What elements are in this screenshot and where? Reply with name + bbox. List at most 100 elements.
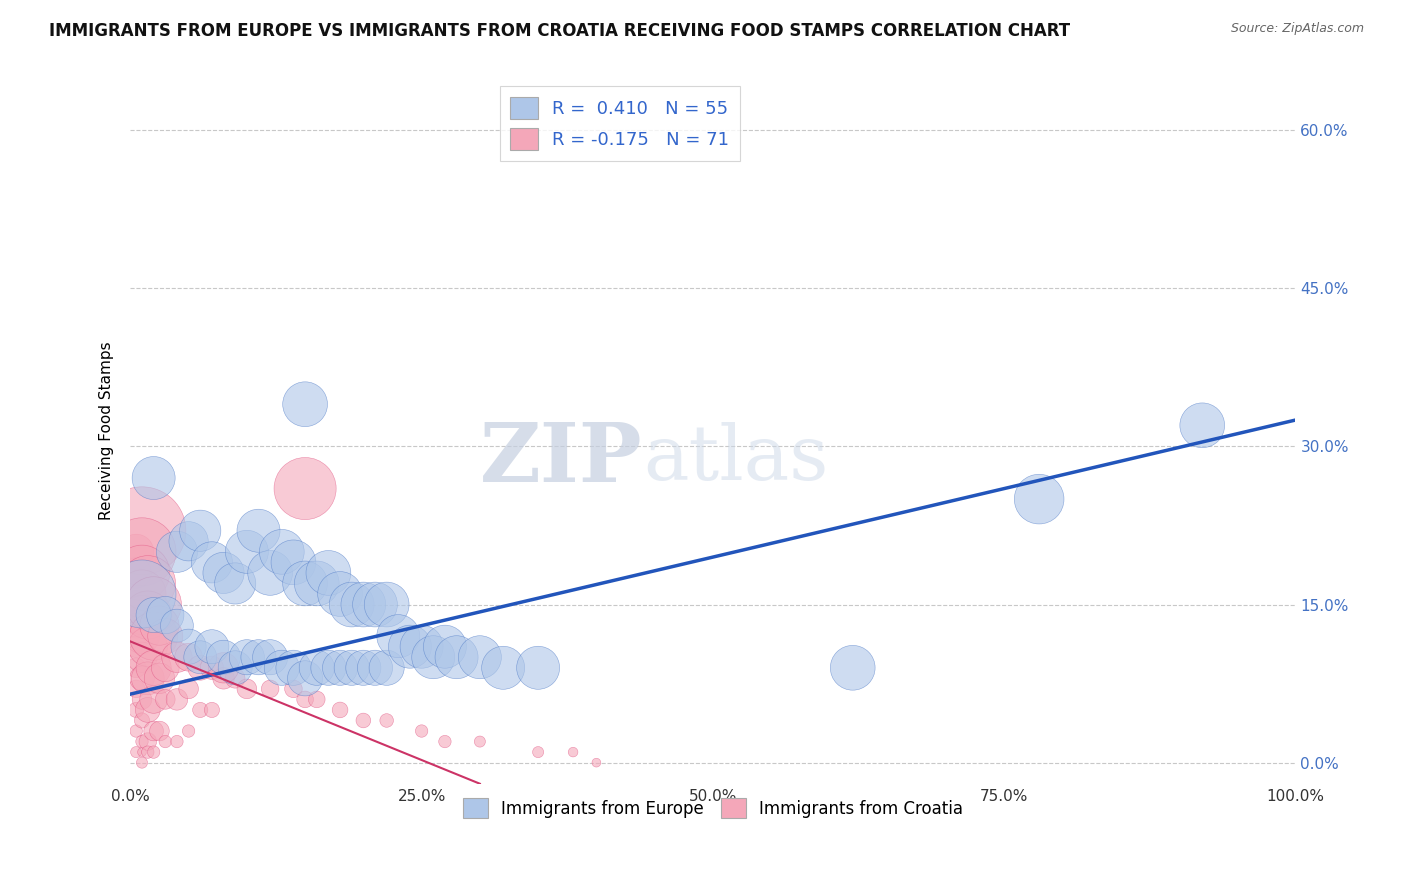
Point bbox=[1028, 492, 1050, 507]
Point bbox=[236, 681, 259, 696]
Point bbox=[329, 661, 352, 675]
Point bbox=[142, 629, 165, 643]
Point bbox=[364, 661, 387, 675]
Point bbox=[131, 629, 153, 643]
Point bbox=[125, 545, 148, 559]
Point bbox=[318, 661, 340, 675]
Point bbox=[468, 734, 491, 748]
Point bbox=[411, 724, 433, 739]
Point bbox=[131, 745, 153, 759]
Point bbox=[305, 576, 328, 591]
Point bbox=[155, 661, 177, 675]
Point bbox=[224, 576, 246, 591]
Point bbox=[125, 724, 148, 739]
Point bbox=[562, 745, 585, 759]
Point bbox=[212, 650, 235, 665]
Point bbox=[259, 566, 281, 580]
Point bbox=[166, 545, 188, 559]
Point bbox=[294, 692, 316, 706]
Point bbox=[387, 629, 409, 643]
Y-axis label: Receiving Food Stamps: Receiving Food Stamps bbox=[100, 342, 114, 520]
Point bbox=[131, 650, 153, 665]
Point bbox=[125, 745, 148, 759]
Text: IMMIGRANTS FROM EUROPE VS IMMIGRANTS FROM CROATIA RECEIVING FOOD STAMPS CORRELAT: IMMIGRANTS FROM EUROPE VS IMMIGRANTS FRO… bbox=[49, 22, 1070, 40]
Point bbox=[294, 482, 316, 496]
Point bbox=[125, 661, 148, 675]
Point bbox=[201, 555, 224, 569]
Text: ZIP: ZIP bbox=[481, 419, 643, 499]
Point bbox=[305, 661, 328, 675]
Point bbox=[125, 681, 148, 696]
Point bbox=[142, 724, 165, 739]
Point bbox=[125, 618, 148, 632]
Point bbox=[340, 661, 363, 675]
Point bbox=[131, 587, 153, 601]
Point bbox=[224, 661, 246, 675]
Point bbox=[236, 545, 259, 559]
Point bbox=[270, 545, 292, 559]
Point bbox=[433, 734, 456, 748]
Point bbox=[125, 640, 148, 654]
Point bbox=[131, 545, 153, 559]
Point bbox=[201, 661, 224, 675]
Point bbox=[212, 671, 235, 685]
Legend: Immigrants from Europe, Immigrants from Croatia: Immigrants from Europe, Immigrants from … bbox=[456, 791, 970, 825]
Point bbox=[142, 661, 165, 675]
Point bbox=[166, 734, 188, 748]
Point bbox=[177, 534, 200, 549]
Point bbox=[224, 671, 246, 685]
Point bbox=[177, 650, 200, 665]
Point bbox=[527, 745, 550, 759]
Point bbox=[148, 618, 170, 632]
Point bbox=[142, 608, 165, 623]
Point bbox=[236, 650, 259, 665]
Point bbox=[136, 671, 159, 685]
Point bbox=[166, 650, 188, 665]
Point bbox=[125, 566, 148, 580]
Point bbox=[131, 608, 153, 623]
Point bbox=[1191, 418, 1213, 433]
Point bbox=[352, 714, 374, 728]
Point bbox=[142, 598, 165, 612]
Point bbox=[352, 661, 374, 675]
Point bbox=[131, 734, 153, 748]
Point bbox=[136, 640, 159, 654]
Point bbox=[375, 714, 398, 728]
Point bbox=[259, 650, 281, 665]
Point bbox=[305, 692, 328, 706]
Point bbox=[422, 650, 444, 665]
Text: atlas: atlas bbox=[643, 422, 828, 496]
Point bbox=[136, 745, 159, 759]
Point bbox=[166, 618, 188, 632]
Point bbox=[411, 640, 433, 654]
Point bbox=[212, 661, 235, 675]
Point bbox=[155, 608, 177, 623]
Point bbox=[352, 598, 374, 612]
Point bbox=[201, 640, 224, 654]
Point bbox=[399, 640, 422, 654]
Point bbox=[188, 661, 211, 675]
Point bbox=[177, 724, 200, 739]
Point bbox=[155, 692, 177, 706]
Point bbox=[142, 692, 165, 706]
Point bbox=[375, 661, 398, 675]
Point bbox=[468, 650, 491, 665]
Point bbox=[188, 524, 211, 538]
Point bbox=[283, 661, 305, 675]
Point bbox=[294, 671, 316, 685]
Point bbox=[131, 671, 153, 685]
Point bbox=[585, 756, 607, 770]
Point bbox=[177, 681, 200, 696]
Point bbox=[259, 681, 281, 696]
Point bbox=[294, 397, 316, 411]
Point bbox=[188, 650, 211, 665]
Point bbox=[270, 661, 292, 675]
Point bbox=[247, 524, 270, 538]
Point bbox=[283, 555, 305, 569]
Point bbox=[188, 703, 211, 717]
Point bbox=[155, 734, 177, 748]
Point bbox=[125, 703, 148, 717]
Point bbox=[131, 524, 153, 538]
Point bbox=[125, 598, 148, 612]
Point bbox=[142, 745, 165, 759]
